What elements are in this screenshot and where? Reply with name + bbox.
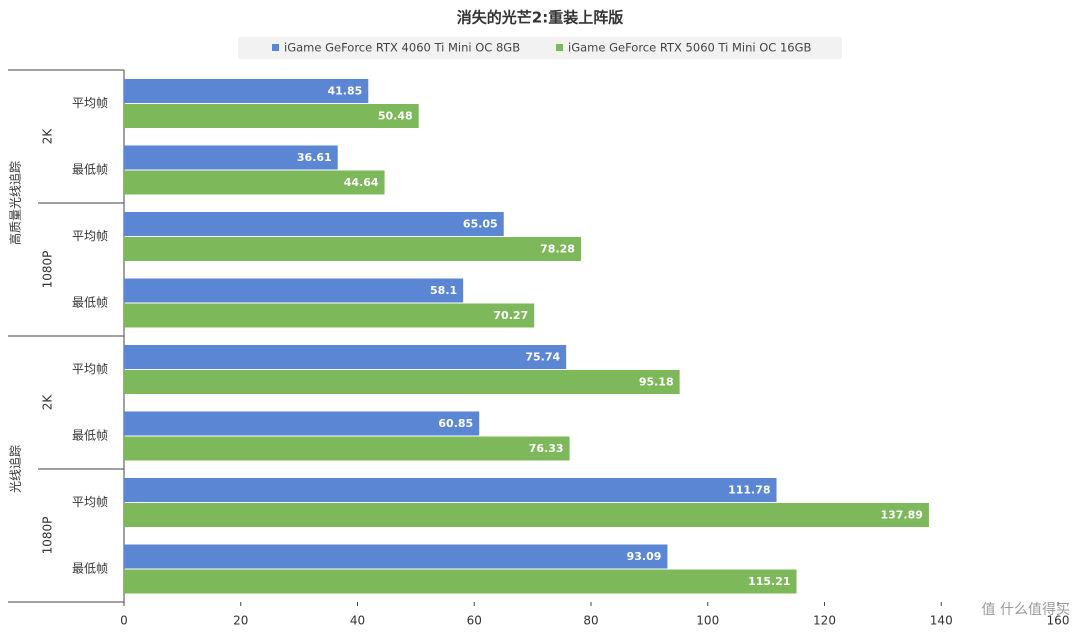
- group-label: 光线追踪: [8, 445, 23, 493]
- bar: [124, 145, 338, 170]
- bar: [124, 212, 504, 236]
- x-tick-label: 100: [696, 614, 719, 628]
- x-tick-label: 120: [813, 614, 836, 628]
- subgroup-label: 2K: [41, 394, 55, 411]
- value-label: 60.85: [438, 417, 473, 430]
- category-label: 最低帧: [72, 561, 108, 575]
- bar: [124, 478, 777, 502]
- value-label: 36.61: [297, 151, 332, 164]
- value-label: 70.27: [493, 309, 528, 322]
- legend-swatch: [272, 44, 279, 51]
- legend-box: [238, 37, 842, 59]
- x-tick-label: 160: [1047, 614, 1070, 628]
- watermark: 值 什么值得买: [982, 601, 1070, 618]
- legend-label: iGame GeForce RTX 5060 Ti Mini OC 16GB: [568, 41, 812, 55]
- bar: [124, 370, 680, 394]
- value-label: 58.1: [430, 284, 457, 297]
- category-label: 最低帧: [72, 428, 108, 442]
- bar: [124, 544, 668, 569]
- x-tick-label: 60: [467, 614, 482, 628]
- value-label: 95.18: [639, 376, 674, 389]
- category-label: 平均帧: [72, 362, 108, 376]
- bar: [124, 345, 567, 369]
- bar: [124, 79, 369, 103]
- value-label: 50.48: [378, 110, 413, 123]
- bar: [124, 104, 419, 128]
- x-tick-label: 40: [350, 614, 365, 628]
- subgroup-label: 1080P: [41, 517, 55, 555]
- bar: [124, 170, 385, 195]
- subgroup-label: 1080P: [41, 251, 55, 289]
- bar: [124, 237, 581, 261]
- value-label: 115.21: [748, 575, 790, 588]
- bar: [124, 303, 535, 328]
- x-tick-label: 80: [583, 614, 598, 628]
- value-label: 41.85: [328, 85, 363, 98]
- chart-title: 消失的光芒2:重装上阵版: [457, 9, 623, 27]
- value-label: 76.33: [529, 442, 564, 455]
- x-tick-label: 20: [233, 614, 248, 628]
- bar: [124, 569, 797, 594]
- x-tick-label: 140: [930, 614, 953, 628]
- value-label: 75.74: [525, 351, 560, 364]
- category-label: 最低帧: [72, 162, 108, 176]
- category-label: 平均帧: [72, 495, 108, 509]
- bar: [124, 278, 464, 303]
- category-label: 平均帧: [72, 96, 108, 110]
- value-label: 78.28: [540, 243, 575, 256]
- bar: [124, 503, 929, 527]
- category-label: 最低帧: [72, 295, 108, 309]
- bar: [124, 436, 570, 461]
- x-tick-label: 0: [120, 614, 128, 628]
- value-label: 111.78: [728, 484, 770, 497]
- legend-swatch: [556, 44, 563, 51]
- group-label: 高质量光线追踪: [8, 161, 23, 245]
- value-label: 93.09: [627, 550, 662, 563]
- subgroup-label: 2K: [41, 128, 55, 145]
- category-label: 平均帧: [72, 229, 108, 243]
- legend-label: iGame GeForce RTX 4060 Ti Mini OC 8GB: [284, 41, 520, 55]
- value-label: 44.64: [344, 176, 379, 189]
- value-label: 137.89: [880, 509, 922, 522]
- bar: [124, 411, 480, 436]
- value-label: 65.05: [463, 218, 498, 231]
